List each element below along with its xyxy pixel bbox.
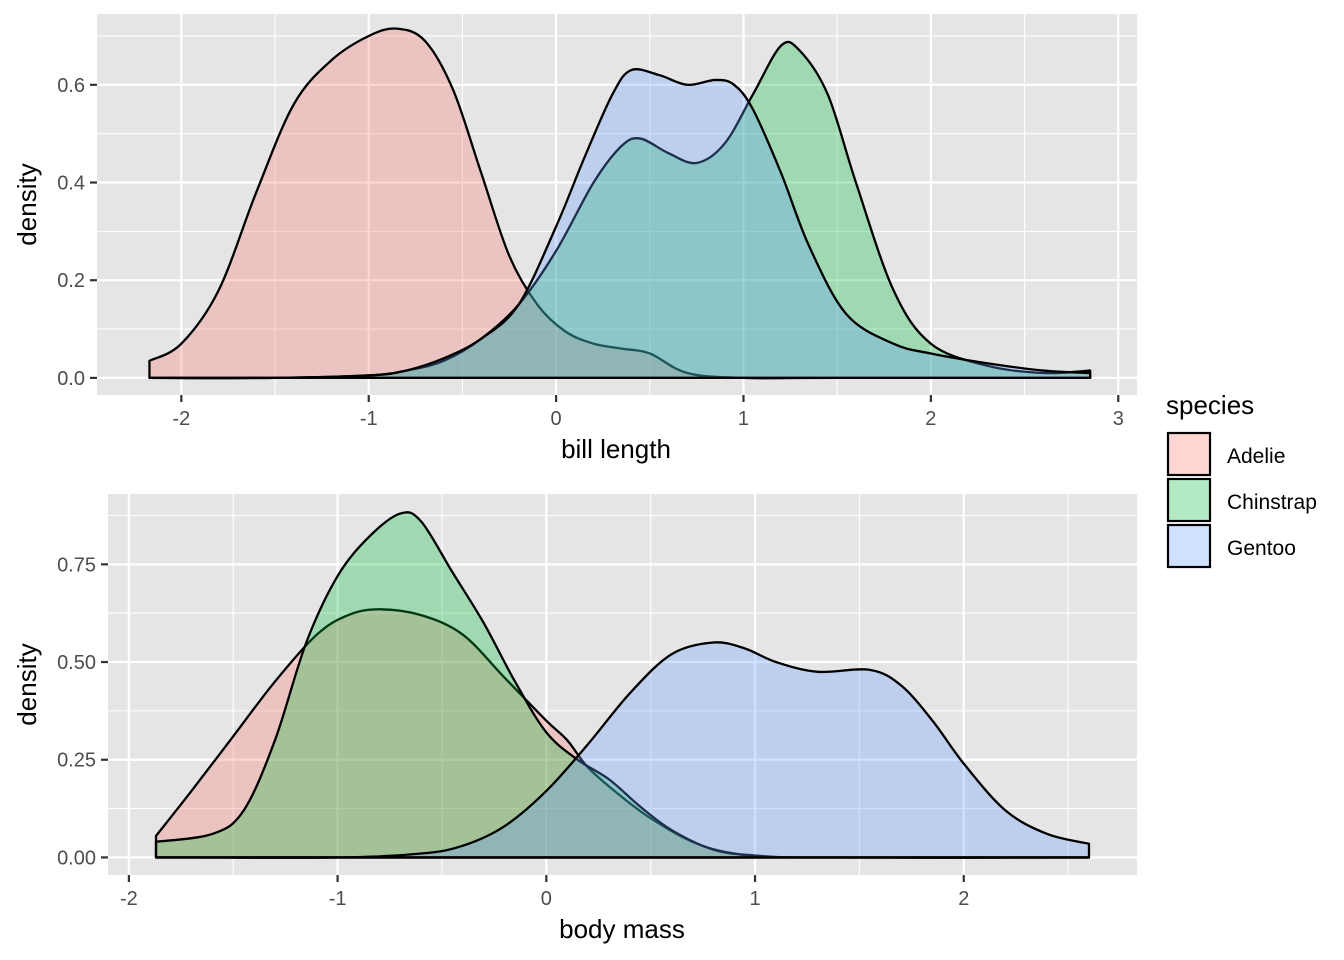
y-tick-label: 0.25 (57, 750, 96, 772)
y-tick-label: 0.4 (57, 173, 85, 195)
y-tick-label: 0.75 (57, 554, 96, 576)
x-axis-title: body mass (559, 914, 685, 944)
x-tick-label: -1 (360, 408, 378, 430)
x-tick-label: -1 (329, 888, 347, 910)
x-tick-label: 1 (738, 408, 749, 430)
density-area-chinstrap (154, 511, 1091, 859)
x-tick-label: 1 (749, 888, 760, 910)
x-axis-title: bill length (561, 434, 671, 464)
density-area-chinstrap (148, 40, 1092, 380)
panel-background (97, 14, 1137, 395)
legend-key-adelie (1166, 431, 1212, 477)
legend-key-gentoo (1166, 523, 1212, 569)
legend-label-adelie: Adelie (1227, 445, 1285, 468)
bill-length-panel: -2 -1 0 1 2 3 0.0 0.2 0.4 0.6 bill length density (12, 14, 1137, 464)
density-area-adelie (148, 27, 1092, 380)
body-mass-panel: -2 -1 0 1 2 0.00 0.25 0.50 0.75 body mass density (12, 494, 1137, 944)
legend-title: species (1166, 390, 1254, 420)
y-tick-label: 0.6 (57, 75, 85, 97)
legend-item-adelie: Adelie (1166, 431, 1285, 477)
legend-key-chinstrap (1166, 477, 1212, 523)
legend-item-chinstrap: Chinstrap (1166, 477, 1317, 523)
legend: species Adelie Chinstrap Gentoo (1166, 390, 1317, 569)
x-tick-label: 0 (541, 888, 552, 910)
x-tick-label: 2 (958, 888, 969, 910)
legend-label-gentoo: Gentoo (1227, 537, 1296, 560)
y-tick-label: 0.50 (57, 652, 96, 674)
x-tick-label: -2 (172, 408, 190, 430)
x-tick-label: 2 (925, 408, 936, 430)
x-tick-label: -2 (120, 888, 138, 910)
legend-item-gentoo: Gentoo (1166, 523, 1296, 569)
x-tick-label: 0 (551, 408, 562, 430)
legend-label-chinstrap: Chinstrap (1227, 491, 1317, 514)
y-tick-label: 0.2 (57, 270, 85, 292)
x-tick-label: 3 (1113, 408, 1124, 430)
y-axis-title: density (12, 643, 42, 725)
y-axis-title: density (12, 163, 42, 245)
density-area-gentoo (148, 68, 1092, 380)
y-tick-label: 0.00 (57, 847, 96, 869)
density-area-gentoo (154, 641, 1091, 859)
panel-background (108, 494, 1137, 875)
y-tick-label: 0.0 (57, 368, 85, 390)
